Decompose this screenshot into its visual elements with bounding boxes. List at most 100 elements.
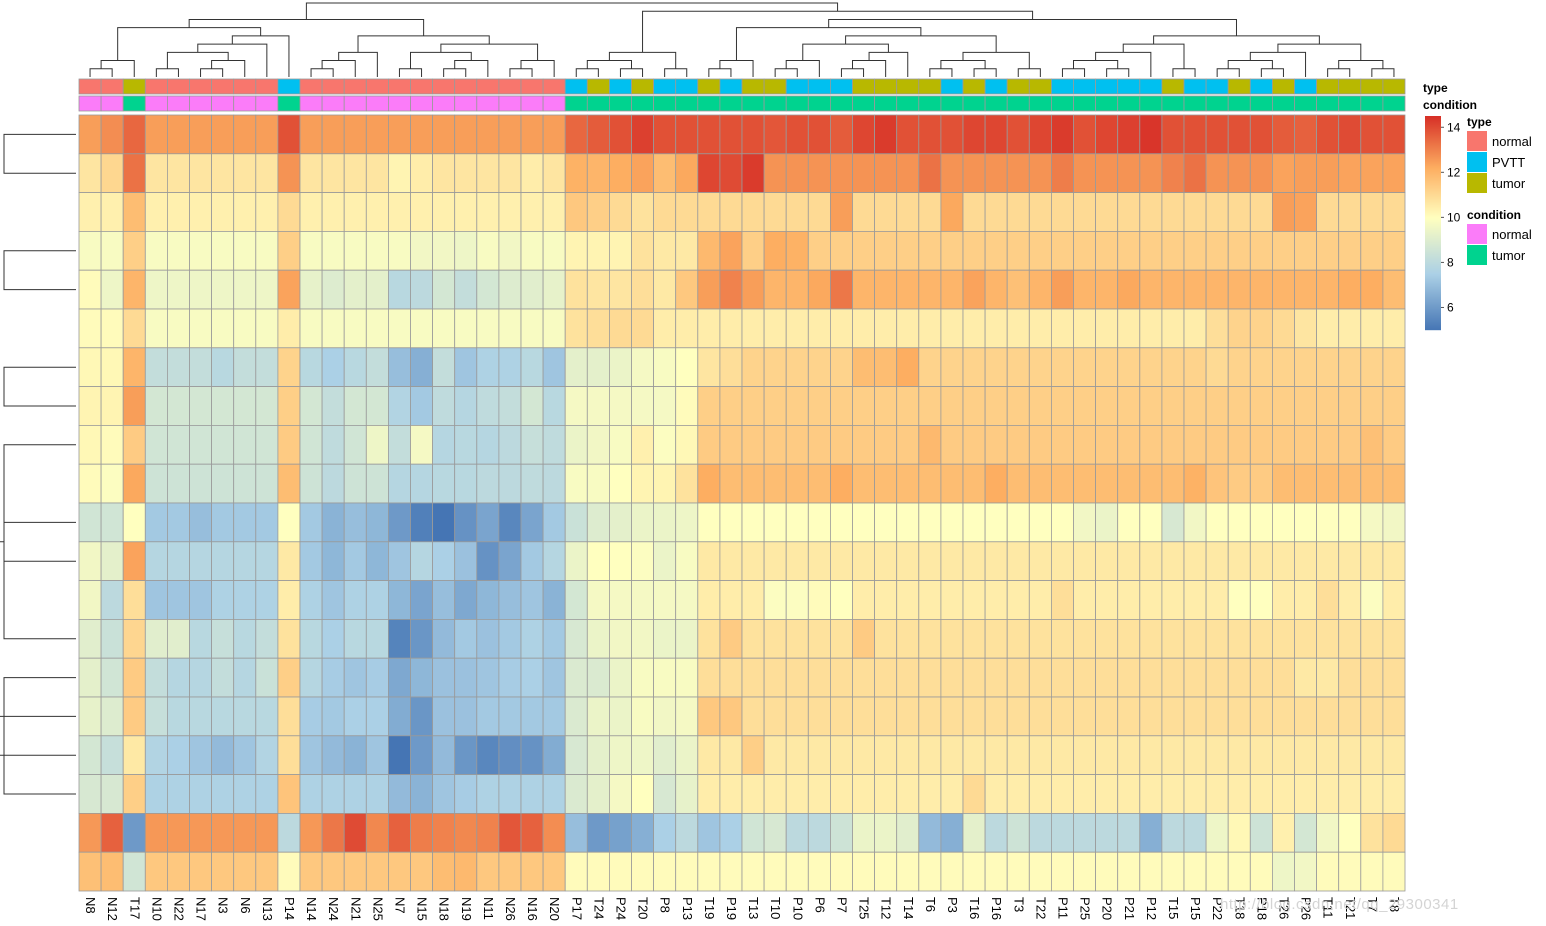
heatmap-cell [387, 813, 411, 853]
heatmap-cell [100, 696, 124, 737]
heatmap-cell [1139, 386, 1163, 426]
heatmap-cell [542, 696, 566, 737]
heatmap-cell [719, 541, 743, 581]
heatmap-cell [1006, 851, 1030, 892]
heatmap-cell [1006, 463, 1030, 504]
heatmap-cell [255, 192, 279, 232]
heatmap-cell [1051, 541, 1074, 581]
heatmap-cell [719, 347, 743, 387]
heatmap-cell [586, 619, 610, 659]
heatmap-cell [830, 269, 853, 310]
heatmap-cell [1006, 192, 1030, 232]
heatmap-cell [78, 386, 102, 426]
heatmap-cell [1205, 619, 1229, 659]
heatmap-cell [1294, 192, 1318, 232]
heatmap-cell [896, 619, 920, 659]
heatmap-cell [365, 580, 389, 620]
colorbar-segment [1425, 328, 1441, 330]
row-dendrogram [0, 134, 76, 795]
heatmap-cell [1294, 696, 1318, 737]
heatmap-cell [1205, 502, 1229, 543]
colorbar-segment [1425, 173, 1441, 175]
column-label: T26 [1276, 897, 1291, 919]
heatmap-cell [542, 619, 566, 659]
heatmap-cell [166, 192, 190, 232]
dendrogram-branch [664, 68, 688, 77]
heatmap-cell [1006, 386, 1030, 426]
heatmap-cell [1316, 424, 1340, 465]
heatmap-cell [233, 463, 257, 504]
heatmap-cell [741, 696, 765, 737]
heatmap-cell [1205, 463, 1229, 504]
heatmap-cell [1095, 735, 1119, 775]
heatmap-cell [830, 851, 853, 892]
condition-annotation-cell [1360, 95, 1384, 112]
heatmap-cell [719, 153, 743, 194]
type-annotation-cell [1006, 78, 1030, 95]
heatmap-cell [1227, 153, 1251, 194]
heatmap-cell [233, 774, 257, 814]
type-annotation-cell [1205, 78, 1229, 95]
heatmap-cell [299, 580, 323, 620]
heatmap-cell [1028, 735, 1052, 775]
heatmap-cell [653, 153, 677, 194]
colorbar-segment [1425, 204, 1441, 206]
heatmap-cell [410, 269, 434, 310]
condition-annotation-cell [1117, 95, 1141, 112]
heatmap-cell [653, 463, 677, 504]
column-label: T15 [1166, 897, 1181, 919]
heatmap-cell [343, 230, 367, 271]
heatmap-cell [233, 153, 257, 194]
heatmap-cell [144, 153, 168, 194]
heatmap-cell [1139, 153, 1163, 194]
dendrogram-branch [929, 68, 953, 77]
heatmap-cell [896, 269, 920, 310]
heatmap-cell [1272, 541, 1295, 581]
column-label: P7 [834, 897, 849, 913]
colorbar-segment [1425, 213, 1441, 215]
heatmap-cell [1338, 347, 1362, 387]
heatmap-cell [277, 502, 301, 543]
heatmap-cell [741, 308, 765, 349]
heatmap-cell [476, 657, 500, 698]
colorbar-segment [1425, 266, 1441, 268]
heatmap-cell [166, 774, 190, 814]
heatmap-cell [100, 386, 124, 426]
heatmap-cell [1161, 735, 1185, 775]
heatmap-cell [1183, 424, 1207, 465]
column-label: N12 [105, 897, 120, 921]
colorbar-segment [1425, 160, 1441, 162]
heatmap-cell [1205, 269, 1229, 310]
heatmap-cell [940, 308, 964, 349]
heatmap-cell [940, 424, 964, 465]
heatmap-cell [609, 541, 632, 581]
heatmap-cell [520, 696, 544, 737]
heatmap-cell [255, 851, 279, 892]
heatmap-cell [498, 192, 522, 232]
column-label: P11 [1055, 897, 1070, 919]
heatmap-cell [1006, 657, 1030, 698]
heatmap-cell [653, 696, 677, 737]
heatmap-cell [1294, 463, 1318, 504]
heatmap-cell [211, 463, 235, 504]
heatmap-cell [122, 153, 146, 194]
heatmap-cell [697, 541, 721, 581]
colorbar-segment [1425, 285, 1441, 287]
colorbar-segment [1425, 197, 1441, 199]
heatmap-cell [1139, 774, 1163, 814]
heatmap-cell [365, 269, 389, 310]
heatmap-cell [984, 657, 1008, 698]
colorbar-segment [1425, 270, 1441, 272]
heatmap-cell [807, 386, 831, 426]
heatmap-cell [1028, 308, 1052, 349]
heatmap-cell [1272, 696, 1295, 737]
heatmap-cell [1382, 230, 1406, 271]
heatmap-cell [962, 735, 986, 775]
heatmap-cell [321, 153, 345, 194]
colorbar-segment [1425, 226, 1441, 228]
heatmap-cell [1360, 230, 1384, 271]
heatmap-cell [1249, 347, 1273, 387]
dendrogram-branch [785, 60, 820, 77]
heatmap-cell [476, 619, 500, 659]
heatmap-cell [1161, 230, 1185, 271]
